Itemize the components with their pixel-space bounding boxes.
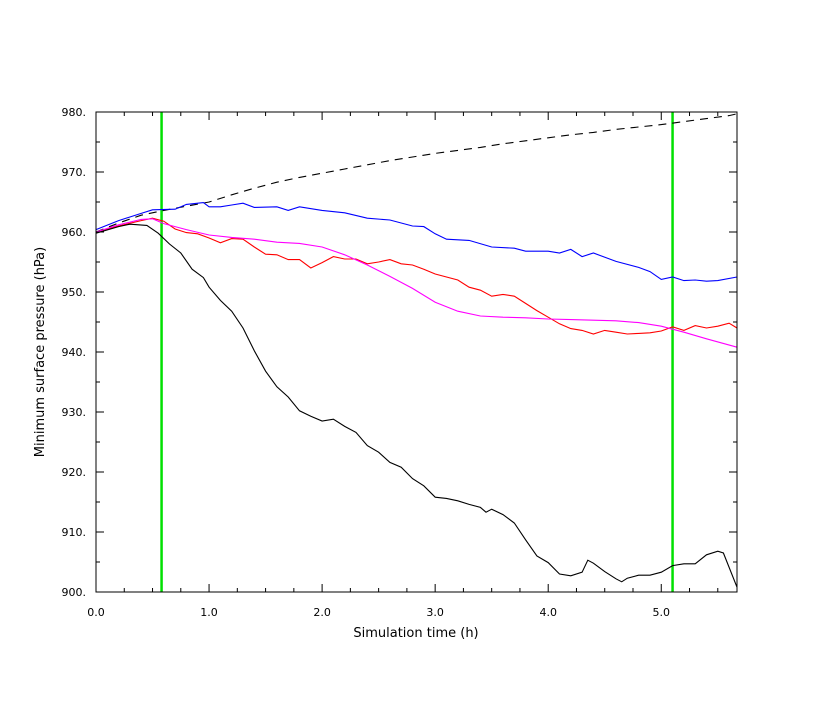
- y-tick-label: 940.: [62, 346, 87, 359]
- plot-frame: [95, 111, 738, 593]
- y-tick-label: 980.: [62, 106, 87, 119]
- axis-ticks: [95, 111, 737, 593]
- x-tick-label: 0.0: [87, 606, 105, 619]
- y-tick-label: 960.: [62, 226, 87, 239]
- x-tick-label: 4.0: [539, 606, 557, 619]
- series-line-1: [95, 113, 738, 233]
- x-tick-label: 5.0: [653, 606, 671, 619]
- marker-lines: [160, 112, 674, 592]
- tick-labels: 0.0 1.0 2.0 3.0 4.0 5.0 900. 910. 920. 930. 940. 95…: [62, 106, 671, 619]
- y-tick-label: 970.: [62, 166, 87, 179]
- series-group: [95, 113, 738, 588]
- series-line-3: [95, 217, 738, 335]
- series-line-5: [95, 223, 738, 588]
- y-tick-label: 900.: [62, 586, 87, 599]
- x-tick-label: 3.0: [426, 606, 444, 619]
- x-tick-label: 2.0: [313, 606, 331, 619]
- x-tick-label: 1.0: [200, 606, 218, 619]
- series-line-2: [95, 202, 738, 282]
- x-axis-label: Simulation time (h): [353, 626, 478, 641]
- y-tick-label: 930.: [62, 406, 87, 419]
- series-line-4: [95, 218, 738, 348]
- y-tick-label: 950.: [62, 286, 87, 299]
- y-axis-label: Minimum surface pressure (hPa): [33, 247, 48, 457]
- y-tick-label: 920.: [62, 466, 87, 479]
- y-tick-label: 910.: [62, 526, 87, 539]
